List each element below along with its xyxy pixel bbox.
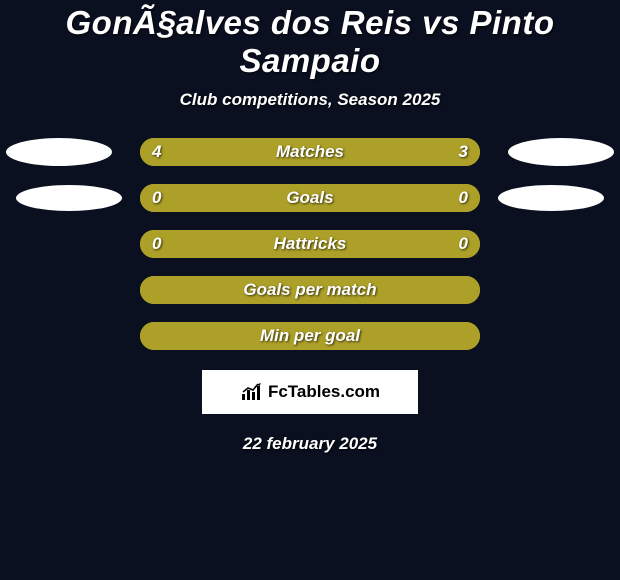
stat-row: 4 3 Matches <box>0 138 620 166</box>
stat-row: 0 0 Hattricks <box>0 230 620 258</box>
comparison-infographic: GonÃ§alves dos Reis vs Pinto Sampaio Clu… <box>0 0 620 454</box>
player-right-ellipse <box>508 138 614 166</box>
stat-bar: 0 0 Hattricks <box>140 230 480 258</box>
date-label: 22 february 2025 <box>0 434 620 454</box>
stat-bar: 0 0 Goals <box>140 184 480 212</box>
chart-icon <box>240 382 264 402</box>
subtitle: Club competitions, Season 2025 <box>0 90 620 110</box>
stat-value-left: 4 <box>152 142 161 162</box>
stat-value-left: 0 <box>152 234 161 254</box>
bar-fill-left <box>140 184 310 212</box>
stat-label: Goals <box>286 188 333 208</box>
bar-fill-right <box>310 184 480 212</box>
stat-row: 0 0 Goals <box>0 184 620 212</box>
stat-bar: Goals per match <box>140 276 480 304</box>
player-left-ellipse <box>6 138 112 166</box>
player-left-ellipse <box>16 185 122 211</box>
stat-label: Hattricks <box>274 234 347 254</box>
stat-value-right: 0 <box>459 188 468 208</box>
stat-bar: Min per goal <box>140 322 480 350</box>
stat-row: Goals per match <box>0 276 620 304</box>
stat-value-right: 3 <box>459 142 468 162</box>
stat-label: Goals per match <box>243 280 376 300</box>
watermark-text: FcTables.com <box>268 382 380 402</box>
stat-value-right: 0 <box>459 234 468 254</box>
stat-bar: 4 3 Matches <box>140 138 480 166</box>
page-title: GonÃ§alves dos Reis vs Pinto Sampaio <box>0 4 620 80</box>
stat-value-left: 0 <box>152 188 161 208</box>
player-right-ellipse <box>498 185 604 211</box>
stat-rows: 4 3 Matches 0 0 Goals 0 0 Hattricks Goals per mat… <box>0 138 620 350</box>
stat-row: Min per goal <box>0 322 620 350</box>
watermark: FcTables.com <box>202 370 418 414</box>
stat-label: Matches <box>276 142 344 162</box>
stat-label: Min per goal <box>260 326 360 346</box>
